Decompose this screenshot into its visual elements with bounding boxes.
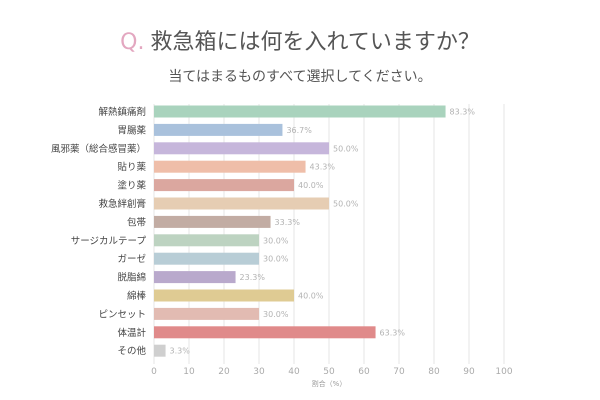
x-tick-label: 100 [495, 367, 512, 377]
category-label: 胃腸薬 [117, 124, 146, 136]
category-label: ガーゼ [117, 253, 146, 265]
bar [154, 215, 271, 228]
question-mark-label: Q. [120, 30, 145, 55]
bar [154, 289, 294, 302]
data-label: 30.0% [263, 236, 289, 245]
x-tick-label: 0 [151, 367, 157, 377]
x-tick-label: 90 [463, 367, 475, 377]
x-tick-label: 30 [253, 367, 265, 377]
bar [154, 123, 283, 136]
bar [154, 179, 294, 192]
bar [154, 142, 329, 155]
data-label: 83.3% [450, 108, 476, 117]
bar [154, 160, 306, 173]
data-label: 50.0% [333, 200, 359, 209]
question-text: 救急箱には何を入れていますか？ [150, 30, 480, 55]
data-label: 40.0% [298, 181, 324, 190]
category-label: 風邪薬（総合感冒薬） [51, 143, 146, 155]
x-tick-label: 70 [393, 367, 405, 377]
category-label: 塗り薬 [117, 180, 146, 192]
bar [154, 197, 329, 210]
category-label: 包帯 [127, 216, 147, 228]
data-label: 50.0% [333, 144, 359, 153]
bar [154, 105, 446, 118]
data-label: 43.3% [310, 163, 336, 172]
x-tick-label: 20 [218, 367, 230, 377]
x-tick-label: 60 [358, 367, 370, 377]
bar [154, 326, 376, 339]
category-label: 救急絆創膏 [98, 198, 146, 210]
data-label: 33.3% [275, 218, 301, 227]
x-tick-label: 80 [428, 367, 440, 377]
data-label: 40.0% [298, 292, 324, 301]
category-label: ピンセット [98, 309, 146, 320]
category-label: 貼り薬 [117, 161, 146, 173]
data-label: 30.0% [263, 255, 289, 264]
x-tick-label: 40 [288, 367, 300, 377]
category-label: 体温計 [117, 327, 146, 339]
bar [154, 234, 259, 247]
x-tick-label: 10 [183, 367, 195, 377]
data-label: 3.3% [170, 347, 191, 356]
data-label: 63.3% [380, 328, 406, 337]
category-label: 脱脂綿 [117, 272, 146, 284]
data-label: 36.7% [286, 126, 312, 135]
bar [154, 307, 259, 320]
chart-title: Q. 救急箱には何を入れていますか？ [0, 24, 600, 56]
data-label: 23.3% [240, 273, 266, 282]
category-label: 解熱鎮痛剤 [98, 106, 146, 118]
x-tick-label: 50 [323, 367, 335, 377]
category-label: 綿棒 [127, 290, 147, 302]
bar [154, 344, 166, 357]
data-label: 30.0% [263, 310, 289, 319]
bar [154, 252, 259, 265]
chart-subtitle: 当てはまるものすべて選択してください。 [168, 69, 432, 85]
category-label: その他 [117, 345, 146, 357]
x-axis-label: 割合（%） [312, 379, 347, 388]
category-label: サージカルテープ [71, 236, 147, 247]
bar [154, 271, 236, 284]
